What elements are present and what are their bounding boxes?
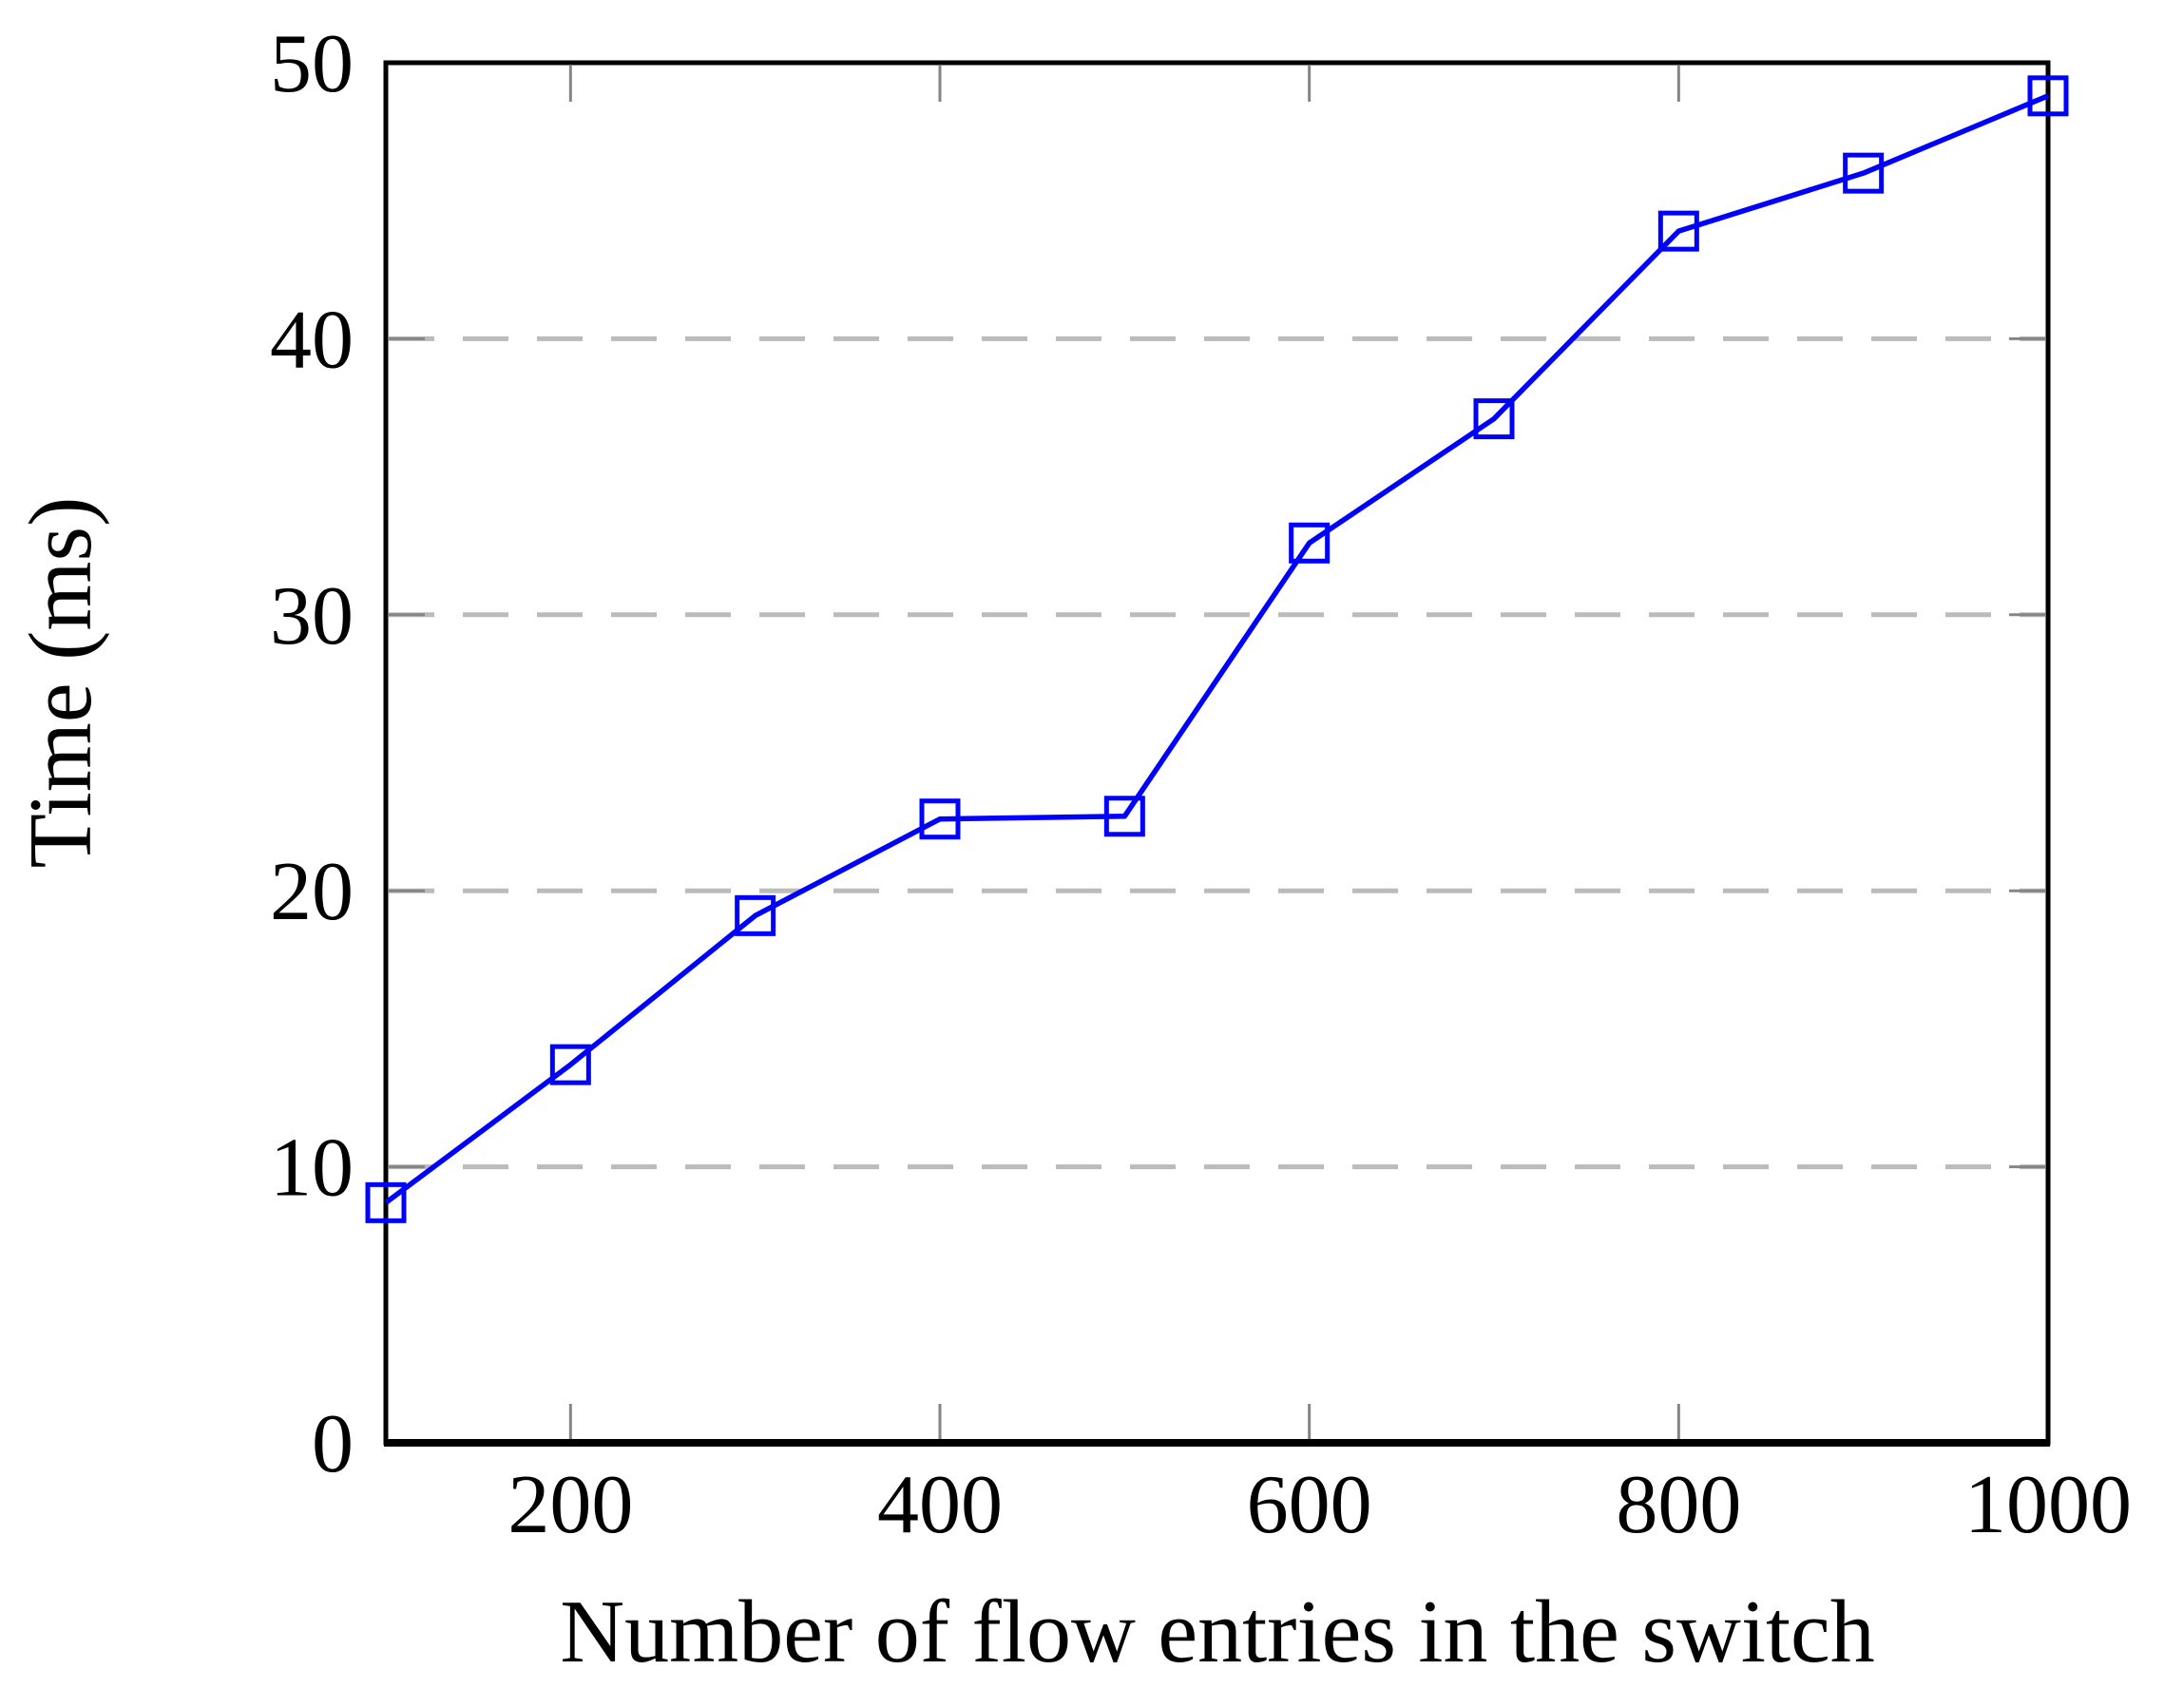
y-tick-label: 50: [270, 18, 354, 110]
data-point-marker: [1103, 796, 1145, 837]
data-point-marker: [919, 798, 961, 840]
x-tick-label: 1000: [1964, 1459, 2132, 1551]
data-point-marker: [2027, 75, 2069, 117]
data-point-marker: [1657, 210, 1699, 252]
y-tick-label: 40: [270, 294, 354, 386]
data-point-marker: [1473, 398, 1515, 440]
data-point-marker: [1289, 522, 1331, 564]
plot-border: [383, 60, 2051, 1446]
data-point-marker: [549, 1044, 591, 1085]
x-tick-label: 600: [1247, 1459, 1372, 1551]
data-point-marker: [365, 1181, 407, 1223]
y-tick-label: 0: [312, 1398, 354, 1490]
series-line: [384, 93, 2050, 1205]
data-point-marker: [735, 894, 776, 936]
tick-labels-group: 0 10 20 30 40 50 200 400 600 800 1000: [270, 18, 2132, 1551]
y-axis-title: Time (ms): [11, 497, 110, 869]
y-tick-label: 30: [270, 570, 354, 662]
data-point-marker: [1843, 152, 1885, 194]
y-tick-label: 10: [270, 1123, 354, 1215]
tick-marks-group: [389, 66, 2045, 1440]
x-tick-label: 200: [507, 1459, 633, 1551]
data-series-group: [365, 75, 2069, 1223]
gridlines-group: [389, 336, 2045, 1170]
x-tick-label: 800: [1616, 1459, 1741, 1551]
x-tick-label: 400: [877, 1459, 1003, 1551]
y-tick-label: 20: [270, 846, 354, 938]
x-axis-title: Number of flow entries in the switch: [560, 1583, 1875, 1681]
plot-frame: [383, 60, 2051, 1447]
